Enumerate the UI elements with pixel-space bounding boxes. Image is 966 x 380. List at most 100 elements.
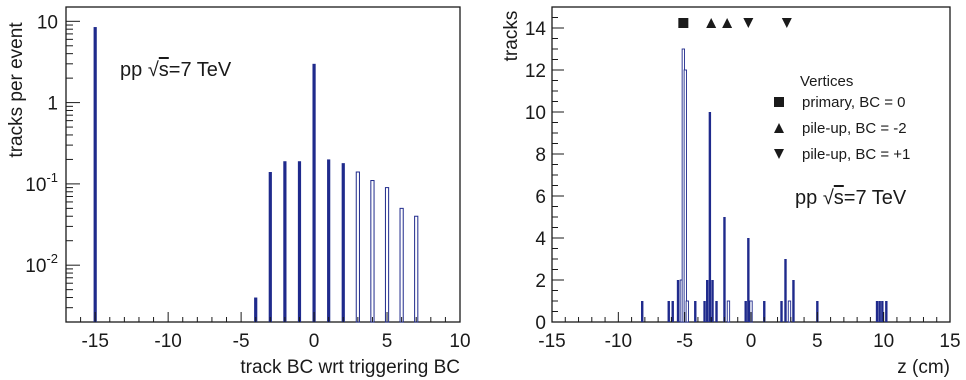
right-annotation: pp √s=7 TeV [795, 187, 907, 209]
right-bar-17 [747, 238, 750, 322]
right-bars [641, 48, 888, 323]
left-bar-8 [355, 171, 360, 323]
right-annotation-s: s [834, 187, 844, 209]
left-x-axis-label: track BC wrt triggering BC [240, 357, 460, 378]
right-bar-12 [711, 280, 714, 322]
left-y-axis-label: tracks per event [6, 22, 27, 158]
left-x-tick-label: -5 [233, 331, 250, 352]
right-panel: -15 -10 -5 0 5 10 15 0 2 4 6 8 10 12 14 tracks z (cm)… [501, 6, 961, 378]
right-bar-21 [784, 259, 787, 322]
right-x-ticks: -15 -10 -5 0 5 10 15 [538, 312, 961, 352]
left-y-tick-label: 10-2 [25, 251, 58, 277]
left-bar-10 [384, 187, 390, 323]
left-annotation-post: =7 TeV [169, 59, 232, 81]
left-annotation-pre: pp [120, 59, 148, 81]
left-panel: -15 -10 -5 0 5 10 10 1 10-1 10-2 tracks per even… [6, 6, 471, 378]
right-plot-frame [551, 6, 951, 323]
right-annotation-pre: pp [795, 187, 823, 209]
left-x-tick-label: 10 [449, 331, 470, 352]
legend-entry-label-2: pile-up, BC = +1 [802, 146, 910, 163]
left-bar-1 [254, 297, 258, 322]
legend-marker-2 [774, 149, 784, 159]
vertex-marker-3 [743, 18, 754, 28]
right-bar-24 [816, 301, 819, 322]
right-y-tick-label: 8 [535, 145, 546, 166]
left-bar-4 [297, 161, 302, 322]
right-x-tick-label: 10 [873, 331, 894, 352]
left-plot-frame [65, 6, 461, 323]
right-annotation-root: √ [823, 187, 834, 209]
right-y-tick-label: 2 [535, 271, 546, 292]
left-bar-2 [268, 172, 272, 322]
right-x-tick-label: -5 [676, 331, 693, 352]
right-bar-2 [671, 301, 674, 322]
right-bar-3 [676, 280, 680, 322]
right-bar-26 [878, 301, 881, 322]
left-y-tick-label: 10-1 [25, 170, 58, 196]
vertex-marker-4 [781, 18, 792, 28]
left-x-tick-label: 0 [309, 331, 320, 352]
vertex-marker-2 [722, 18, 733, 28]
right-x-tick-label: -10 [605, 331, 632, 352]
right-bar-1 [667, 301, 670, 322]
vertex-marker-0 [678, 18, 689, 28]
right-bar-0 [641, 301, 644, 322]
right-y-tick-label: 0 [535, 313, 546, 334]
right-annotation-post: =7 TeV [844, 187, 907, 209]
left-x-tick-label: -10 [154, 331, 181, 352]
right-x-axis-label: z (cm) [897, 357, 950, 378]
legend-entry-label-1: pile-up, BC = -2 [802, 120, 907, 137]
right-x-tick-label: 15 [939, 331, 960, 352]
left-annotation: pp √s=7 TeV [120, 59, 232, 81]
right-bar-13 [715, 301, 718, 322]
right-bar-16 [744, 301, 747, 322]
legend-entry-label-0: primary, BC = 0 [802, 94, 906, 111]
right-bar-14 [723, 217, 726, 322]
left-x-tick-label: 5 [382, 331, 393, 352]
legend-marker-0 [774, 97, 784, 107]
right-x-tick-label: 0 [746, 331, 757, 352]
right-bar-27 [881, 301, 884, 322]
left-annotation-root: √ [148, 59, 159, 81]
right-y-tick-label: 6 [535, 187, 546, 208]
right-bar-25 [875, 301, 879, 322]
right-legend: Vertices primary, BC = 0 pile-up, BC = -2… [774, 73, 910, 163]
legend-title: Vertices [800, 73, 853, 90]
left-annotation-s: s [159, 59, 169, 81]
left-bar-0 [93, 27, 97, 322]
right-bar-11 [708, 112, 712, 322]
left-x-tick-label: -15 [81, 331, 108, 352]
vertex-marker-1 [706, 18, 717, 28]
right-bar-20 [780, 301, 783, 322]
right-x-tick-label: -15 [538, 331, 565, 352]
right-vertex-markers [678, 18, 792, 28]
right-x-tick-label: 5 [812, 331, 823, 352]
right-y-tick-label: 12 [525, 61, 546, 82]
right-bar-28 [885, 301, 888, 322]
left-bar-11 [399, 207, 404, 323]
right-bar-22 [787, 300, 792, 323]
left-bar-6 [327, 159, 331, 322]
left-bar-9 [370, 180, 375, 323]
right-y-axis-label: tracks [501, 11, 522, 62]
left-y-tick-label: 1 [47, 94, 58, 115]
left-y-tick-label: 10 [37, 12, 58, 33]
right-y-ticks: 0 2 4 6 8 10 12 14 [525, 6, 564, 334]
right-bar-8 [694, 301, 697, 322]
left-bar-12 [414, 215, 419, 323]
right-bar-15 [726, 300, 731, 323]
right-bar-19 [763, 301, 766, 322]
right-y-tick-label: 14 [525, 19, 547, 40]
right-bar-23 [792, 280, 795, 322]
left-y-ticks: 10 1 10-1 10-2 [25, 12, 80, 323]
left-bar-7 [341, 163, 345, 322]
left-bar-5 [312, 63, 316, 322]
left-bars [93, 27, 419, 323]
left-x-ticks: -15 -10 -5 0 5 10 [80, 312, 471, 352]
right-bar-6 [683, 69, 687, 323]
right-y-tick-label: 10 [525, 103, 546, 124]
right-y-tick-label: 4 [535, 229, 546, 250]
left-bar-3 [283, 161, 287, 322]
right-bar-7 [685, 300, 689, 323]
